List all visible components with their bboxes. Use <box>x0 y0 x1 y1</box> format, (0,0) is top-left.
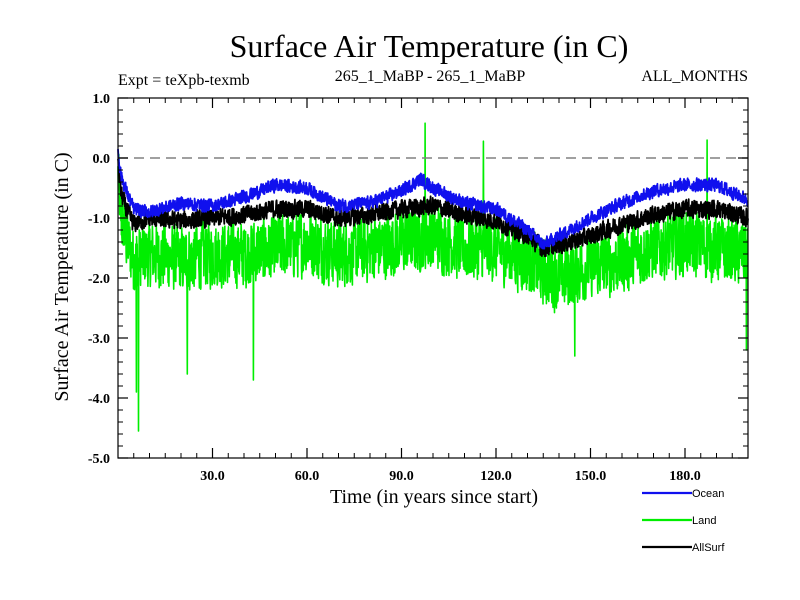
y-axis-label: Surface Air Temperature (in C) <box>51 152 73 401</box>
x-tick-label: 180.0 <box>669 469 701 484</box>
y-tick-label: -3.0 <box>88 332 110 347</box>
axes-layer: 30.0 60.0 90.0 120.0 150.0 180.0 1.0 0.0 -1.0 -2.… <box>88 92 749 484</box>
chart-title: Surface Air Temperature (in C) <box>230 28 629 64</box>
experiment-label: Expt = teXpb-texmb <box>118 72 250 89</box>
x-tick-label: 120.0 <box>480 469 512 484</box>
series-ocean <box>117 149 749 250</box>
series-land <box>117 122 749 432</box>
legend: Ocean Land AllSurf <box>642 488 725 554</box>
y-tick-label: -1.0 <box>88 212 110 227</box>
x-tick-label: 60.0 <box>295 469 320 484</box>
series-allsurf <box>117 158 749 258</box>
comparison-label: 265_1_MaBP - 265_1_MaBP <box>335 68 526 85</box>
y-tick-label: 1.0 <box>93 92 111 107</box>
x-tick-label: 90.0 <box>389 469 414 484</box>
y-tick-label: 0.0 <box>93 152 111 167</box>
x-axis-label: Time (in years since start) <box>330 486 538 508</box>
y-tick-label: -4.0 <box>88 392 110 407</box>
legend-label-land: Land <box>692 515 716 527</box>
y-tick-label: -2.0 <box>88 272 110 287</box>
x-tick-label: 30.0 <box>200 469 225 484</box>
months-label: ALL_MONTHS <box>641 68 748 85</box>
legend-label-ocean: Ocean <box>692 488 724 500</box>
y-tick-label: -5.0 <box>88 452 110 467</box>
legend-label-allsurf: AllSurf <box>692 542 725 554</box>
series-layer <box>117 122 749 432</box>
x-tick-label: 150.0 <box>575 469 607 484</box>
